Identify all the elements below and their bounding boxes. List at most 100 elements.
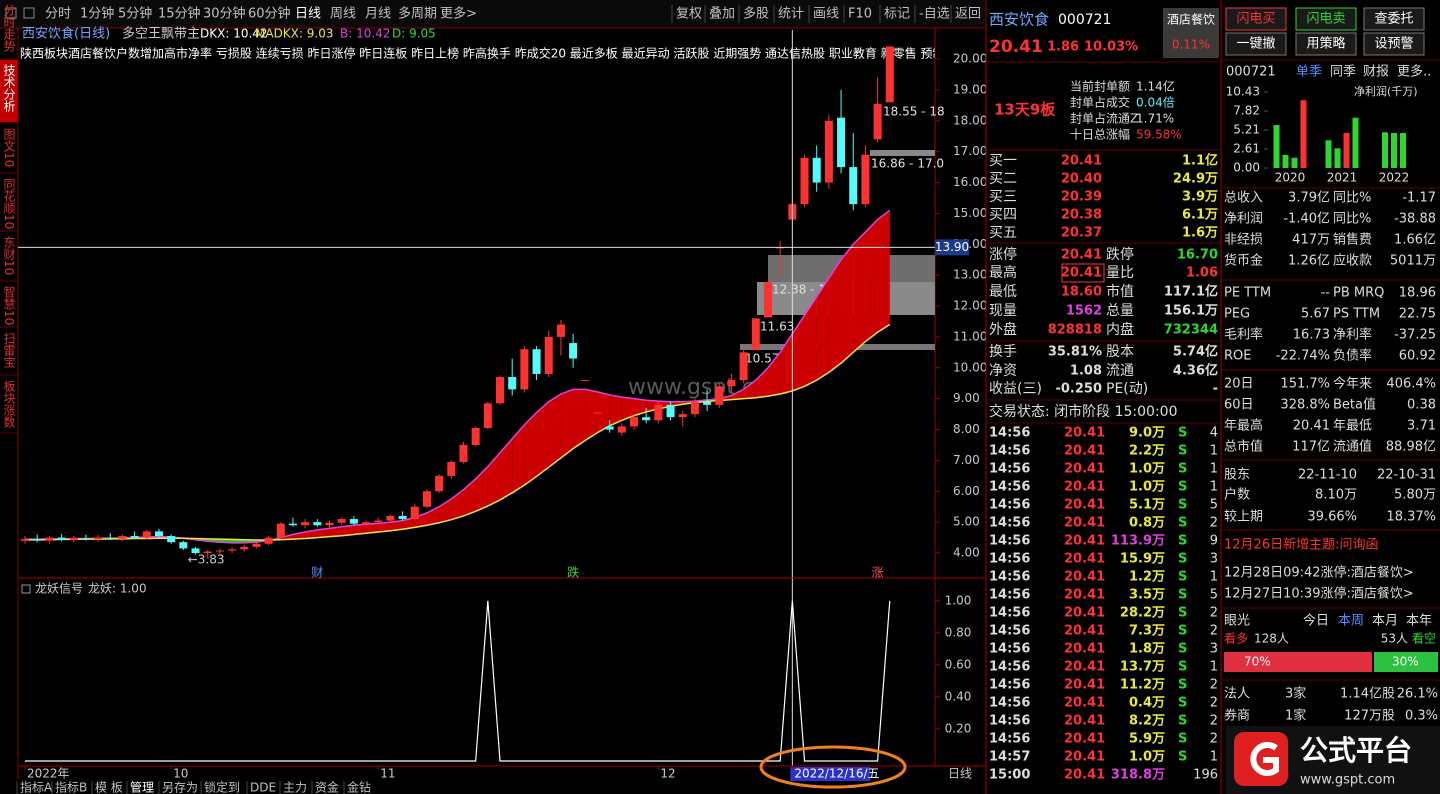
bottom-tab[interactable]: 模 板 (95, 781, 123, 794)
fin-value: 5.67 (1301, 307, 1330, 322)
action-button[interactable] (1225, 32, 1287, 56)
sidebar-tab[interactable]: 智慧10 (2, 285, 16, 326)
bottom-tab[interactable]: 锁定到 (204, 780, 240, 794)
bottom-tab[interactable]: 另存为 (162, 781, 198, 794)
fin-value: -22.74% (1276, 349, 1330, 364)
sidebar-tab[interactable]: 同花顺10 (2, 178, 16, 229)
period-tab[interactable]: 多周期 (398, 6, 437, 22)
period-tab[interactable]: 5分钟 (118, 6, 152, 22)
fin-tab[interactable]: 更多.. (1397, 64, 1431, 80)
tool-button[interactable]: 叠加 (709, 7, 735, 22)
fin-tab[interactable]: 单季 (1296, 65, 1322, 80)
period-tab[interactable]: 分时 (45, 7, 71, 22)
tool-button[interactable]: 标记 (884, 7, 910, 22)
period-tab[interactable]: 周线 (330, 7, 356, 22)
tick-count: 2 (1210, 732, 1218, 747)
fin-value: -1.17 (1402, 191, 1436, 206)
period-tab[interactable]: 30分钟 (203, 6, 246, 22)
action-button[interactable] (1225, 7, 1287, 31)
ribbon-fill (792, 315, 805, 391)
pct-change: 10.03% (1084, 40, 1138, 55)
action-button[interactable] (1363, 7, 1425, 31)
tick-side: S (1178, 426, 1187, 441)
tool-button[interactable]: -自选 (919, 7, 950, 22)
bottom-tab[interactable]: 金钻 (347, 780, 371, 794)
candle-body (715, 386, 724, 405)
tick-volume: 1.8万 (1129, 642, 1165, 657)
date-highlight (790, 767, 871, 781)
sidebar-tab[interactable]: 图文10 (2, 128, 16, 167)
topic-line[interactable]: 12月26日新增主题:问询函 (1224, 537, 1378, 553)
action-button-label[interactable]: 闪电买 (1236, 12, 1275, 27)
period-tab[interactable]: 15分钟 (158, 6, 201, 22)
tick-time: 14:56 (989, 732, 1030, 747)
ribbon-fill (353, 524, 367, 535)
action-button-label[interactable]: 用策略 (1306, 36, 1345, 52)
stat-value: 16.70 (1177, 248, 1218, 263)
y-tick-label: 11.00 (953, 329, 987, 343)
bottom-tab[interactable]: 指标A (20, 780, 53, 794)
tick-volume: 113.9万 (1111, 534, 1165, 549)
sentiment-tab[interactable]: 今日 (1303, 613, 1329, 629)
tick-price: 20.41 (1064, 768, 1105, 783)
sentiment-tab[interactable]: 本月 (1372, 614, 1398, 629)
candle-body (885, 46, 894, 103)
bull-count: 128人 (1254, 632, 1289, 646)
action-button-label[interactable]: 闪电卖 (1306, 12, 1345, 27)
sidebar-tab[interactable]: 技术分析 (2, 64, 16, 113)
tick-side: S (1178, 606, 1187, 621)
tool-button[interactable]: 统计 (778, 7, 804, 22)
action-button[interactable] (1295, 7, 1357, 31)
ribbon-fill (329, 526, 342, 537)
tick-price: 20.41 (1064, 732, 1105, 747)
period-tab[interactable]: 月线 (365, 7, 391, 22)
tool-button[interactable]: 复权 (676, 6, 702, 22)
stock-name: 西安饮食 (989, 11, 1049, 29)
concept-tags: 陕西板块酒店餐饮户数增加高市净率 亏损股 连续亏损 昨日涨停 昨日连板 昨日上榜… (20, 46, 945, 61)
bottom-tab[interactable]: 管理 (130, 780, 154, 794)
period-tab[interactable]: 日线 (295, 7, 321, 22)
bottom-tab[interactable]: 资金 (315, 780, 339, 794)
tool-button[interactable]: 返回 (955, 7, 981, 22)
y-tick-label: 0.00 (1233, 161, 1260, 175)
tick-side: S (1178, 552, 1187, 567)
tick-side: S (1178, 534, 1187, 549)
action-button[interactable] (1363, 32, 1425, 56)
fin-tab[interactable]: 同季 (1330, 65, 1356, 80)
tool-button[interactable]: 多股 (743, 6, 769, 22)
tool-button[interactable]: F10 (848, 7, 872, 22)
stat-label: 跌停 (1106, 246, 1134, 263)
action-button-label[interactable]: 设预警 (1374, 36, 1413, 52)
bar (1273, 125, 1280, 168)
bottom-tab[interactable]: DDE (250, 781, 276, 794)
tool-button[interactable]: 画线 (813, 7, 839, 22)
sidebar-tab[interactable]: 扫雷宝 (2, 332, 16, 368)
fin-label: 今年来 (1333, 376, 1372, 392)
sidebar-tab[interactable]: 板块涨数 (2, 380, 16, 429)
stat-value: 20.41 (1061, 266, 1102, 281)
fin-value: 3.79亿 (1288, 191, 1330, 206)
topic-line[interactable]: 12月28日09:42涨停:酒店餐饮> (1224, 565, 1414, 581)
sidebar-tab[interactable]: 东财10 (2, 236, 16, 276)
period-tab[interactable]: 60分钟 (248, 6, 291, 22)
bottom-tab[interactable]: 指标B (55, 780, 87, 794)
sentiment-tab[interactable]: 本年 (1406, 614, 1432, 629)
x-tick-label: 2021 (1327, 171, 1358, 185)
bottom-tab[interactable]: 主力 (283, 781, 307, 794)
fin-tab[interactable]: 财报 (1363, 65, 1389, 80)
tick-volume: 5.9万 (1129, 732, 1165, 747)
bar (1400, 133, 1406, 168)
fin-label: 20日 (1224, 377, 1254, 392)
sidebar-tab[interactable]: 分时走势 (2, 4, 16, 52)
toolbar-bg (0, 0, 985, 28)
topic-line[interactable]: 12月27日10:39涨停:酒店餐饮> (1224, 586, 1414, 602)
action-button-label[interactable]: 一键撤 (1236, 36, 1275, 52)
action-button[interactable] (1295, 32, 1357, 56)
bar (1334, 148, 1341, 168)
period-tab[interactable]: 1分钟 (80, 6, 114, 22)
period-tab[interactable]: 更多> (440, 6, 477, 22)
ribbon-fill (378, 522, 391, 533)
sentiment-tab[interactable]: 本周 (1338, 614, 1364, 629)
action-button-label[interactable]: 查委托 (1374, 12, 1413, 27)
candle-body (374, 520, 383, 523)
